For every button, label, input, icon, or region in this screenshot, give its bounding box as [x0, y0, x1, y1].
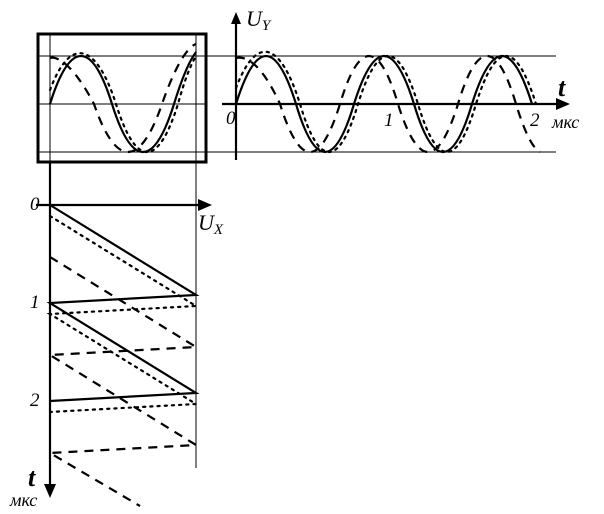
saw-dotted	[50, 216, 196, 412]
tick-1-down: 1	[30, 292, 40, 313]
unit-right: мкс	[551, 112, 579, 132]
tick-2-right: 2	[530, 110, 540, 131]
tick-1-right: 1	[384, 110, 394, 131]
unit-down: мкс	[9, 490, 37, 510]
diagram-root: 0 1 2 UY t мкс 0 1 2	[0, 0, 604, 514]
crt-frame	[38, 34, 206, 162]
screen-box	[38, 34, 206, 468]
t-label-right: t	[558, 73, 566, 102]
uy-axis-arrow	[231, 12, 241, 24]
tick-0-right: 0	[226, 108, 236, 129]
saw-dashed	[50, 257, 196, 506]
uy-label: UY	[246, 6, 272, 34]
lower-chart: 0 1 2 UX t мкс	[9, 162, 224, 510]
ux-label: UX	[198, 210, 224, 238]
upper-right-chart: 0 1 2 UY t мкс	[38, 6, 579, 160]
tick-0-down: 0	[30, 194, 40, 215]
t-label-down: t	[28, 463, 36, 492]
t-axis-down-arrow	[44, 484, 56, 498]
sine-solid-screen	[50, 52, 196, 152]
tick-2-down: 2	[30, 390, 40, 411]
